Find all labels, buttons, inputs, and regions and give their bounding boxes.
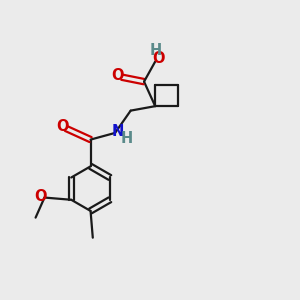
Text: N: N: [112, 124, 124, 139]
Text: H: H: [120, 131, 133, 146]
Text: O: O: [111, 68, 124, 83]
Text: O: O: [152, 51, 164, 66]
Text: H: H: [150, 43, 162, 58]
Text: O: O: [35, 189, 47, 204]
Text: O: O: [56, 119, 68, 134]
